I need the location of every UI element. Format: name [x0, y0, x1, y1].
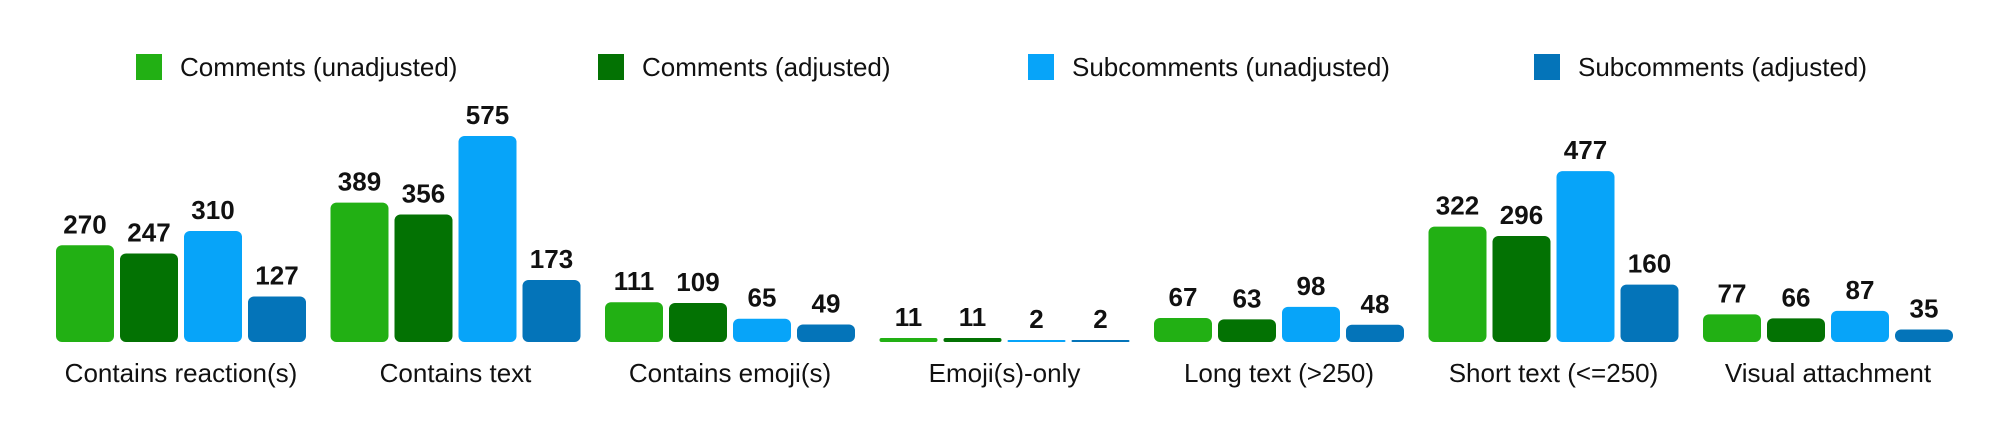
- bars: [56, 136, 1953, 342]
- legend-label: Comments (adjusted): [642, 52, 891, 82]
- bar: [1895, 329, 1953, 342]
- data-label: 49: [812, 288, 841, 318]
- data-label: 2: [1029, 304, 1043, 334]
- bar: [1218, 319, 1276, 342]
- category-label: Contains text: [380, 358, 533, 388]
- legend-swatch: [1534, 54, 1560, 80]
- legend-label: Subcomments (adjusted): [1578, 52, 1867, 82]
- data-label: 87: [1846, 275, 1875, 305]
- bar: [56, 245, 114, 342]
- data-label: 67: [1169, 282, 1198, 312]
- data-label: 296: [1500, 200, 1543, 230]
- legend-item: Comments (adjusted): [598, 52, 891, 82]
- data-label: 477: [1564, 135, 1607, 165]
- legend: Comments (unadjusted) Comments (adjusted)…: [136, 52, 1867, 82]
- data-label: 160: [1628, 249, 1671, 279]
- bar: [458, 136, 517, 342]
- legend-swatch: [598, 54, 624, 80]
- bar: [1767, 318, 1825, 342]
- legend-item: Subcomments (adjusted): [1534, 52, 1867, 82]
- bar: [1282, 306, 1340, 342]
- data-label: 11: [959, 302, 987, 332]
- category-label: Contains reaction(s): [65, 358, 298, 388]
- data-label: 247: [127, 218, 170, 248]
- data-label: 48: [1361, 289, 1390, 319]
- bar: [394, 214, 453, 342]
- category-label: Long text (>250): [1184, 358, 1374, 388]
- data-label: 173: [530, 244, 573, 274]
- bar: [797, 324, 855, 342]
- bar: [1556, 171, 1615, 342]
- category-label: Emoji(s)-only: [929, 358, 1081, 388]
- category-label: Visual attachment: [1725, 358, 1932, 388]
- data-label: 127: [255, 261, 298, 291]
- value-labels: 270 247 310 127 389 356 575 173 111 109 65 49 11 11 2 2…: [63, 100, 1938, 334]
- data-label: 65: [748, 283, 777, 313]
- legend-label: Subcomments (unadjusted): [1072, 52, 1390, 82]
- legend-item: Subcomments (unadjusted): [1028, 52, 1390, 82]
- data-label: 77: [1718, 278, 1747, 308]
- bar: [1620, 284, 1679, 342]
- bar: [1831, 310, 1889, 342]
- legend-swatch: [1028, 54, 1054, 80]
- bar: [669, 302, 727, 342]
- legend-swatch: [136, 54, 162, 80]
- data-label: 270: [63, 209, 106, 239]
- legend-label: Comments (unadjusted): [180, 52, 457, 82]
- data-label: 109: [676, 267, 719, 297]
- data-label: 575: [466, 100, 509, 130]
- category-label: Short text (<=250): [1449, 358, 1659, 388]
- bar: [879, 338, 938, 342]
- bar: [248, 296, 306, 342]
- data-label: 98: [1297, 271, 1326, 301]
- data-label: 63: [1233, 283, 1262, 313]
- bar: [733, 318, 791, 342]
- data-label: 111: [614, 266, 655, 296]
- data-label: 389: [338, 167, 381, 197]
- category-labels: Contains reaction(s) Contains text Contain…: [65, 358, 1932, 388]
- bar: [330, 202, 389, 342]
- bar: [1492, 235, 1551, 342]
- category-label: Contains emoji(s): [629, 358, 831, 388]
- data-label: 66: [1782, 282, 1811, 312]
- bar: [605, 302, 663, 342]
- data-label: 11: [895, 302, 923, 332]
- data-label: 322: [1436, 191, 1479, 221]
- bar: [1071, 340, 1130, 342]
- bar: [1428, 226, 1487, 342]
- data-label: 356: [402, 178, 445, 208]
- bar: [120, 253, 178, 342]
- bar: [522, 280, 581, 342]
- data-label: 35: [1910, 293, 1939, 323]
- bar: [184, 230, 242, 342]
- bar: [943, 338, 1002, 342]
- bar: [1007, 340, 1066, 342]
- legend-item: Comments (unadjusted): [136, 52, 457, 82]
- data-label: 310: [191, 195, 234, 225]
- bar: [1346, 324, 1404, 342]
- bar: [1703, 314, 1761, 342]
- bar: [1154, 317, 1212, 342]
- data-label: 2: [1093, 304, 1107, 334]
